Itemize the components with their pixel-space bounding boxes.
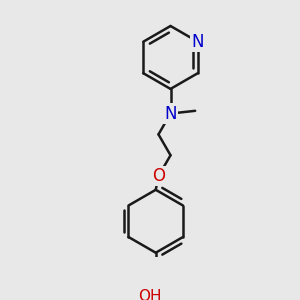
Text: N: N — [191, 33, 204, 51]
Text: OH: OH — [139, 289, 162, 300]
Text: O: O — [152, 167, 165, 185]
Text: N: N — [164, 105, 177, 123]
